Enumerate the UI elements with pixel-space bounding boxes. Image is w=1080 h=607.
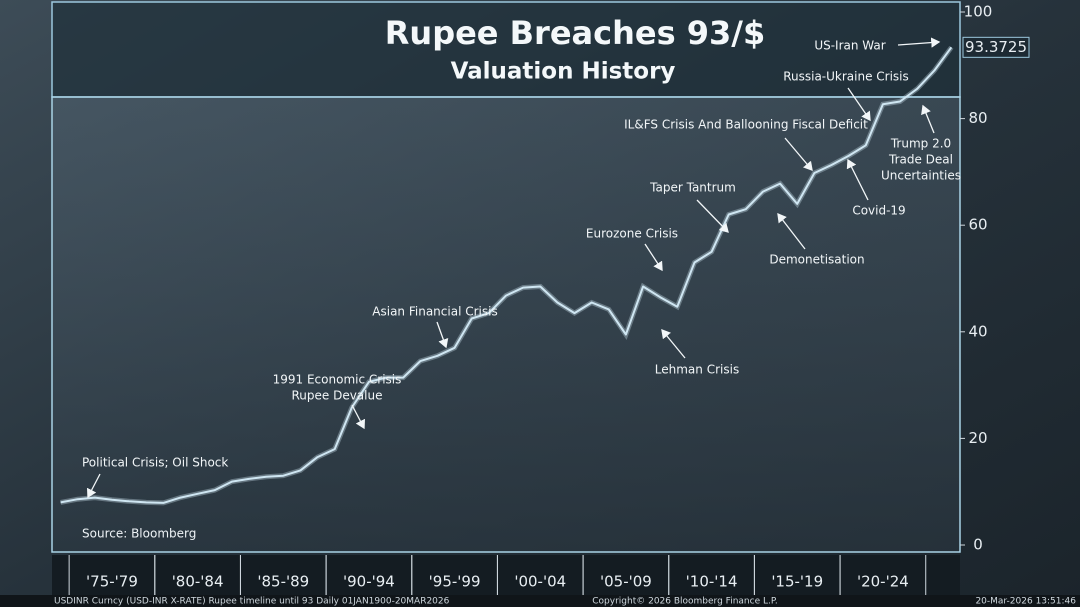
chart-title: Rupee Breaches 93/$ (385, 14, 765, 52)
footer-center: Copyright© 2026 Bloomberg Finance L.P. (592, 597, 777, 607)
annotation-arrow (784, 137, 813, 171)
x-tick-label: '20-'24 (857, 573, 909, 591)
annotation-arrow (921, 104, 935, 134)
y-tick-label: 80 (968, 109, 987, 127)
y-tick-label: 60 (968, 216, 987, 234)
annotation-arrow (846, 158, 869, 201)
annotation: Covid-19 (852, 204, 905, 218)
footer-strip (0, 595, 1080, 607)
chart-subtitle: Valuation History (451, 59, 676, 85)
line (60, 46, 953, 504)
title-panel (51, 1, 961, 98)
y-tick-label: 40 (968, 322, 987, 340)
annotation-arrow (644, 243, 663, 272)
annotation: US-Iran War (814, 39, 885, 53)
x-tick-label: '00-'04 (514, 573, 566, 591)
x-axis-strip (52, 555, 960, 595)
x-tick-label: '05-'09 (600, 573, 652, 591)
annotation: Trade Deal (888, 153, 953, 167)
annotation: IL&FS Crisis And Ballooning Fiscal Defic… (624, 118, 868, 132)
annotation: Demonetisation (769, 253, 864, 267)
footer-right: 20-Mar-2026 13:51:46 (975, 597, 1076, 607)
annotation: Russia-Ukraine Crisis (783, 70, 909, 84)
last-value-box (962, 36, 1030, 58)
annotation: Taper Tantrum (649, 181, 736, 195)
annotation: Asian Financial Crisis (372, 305, 497, 319)
y-tick-label: 20 (968, 429, 987, 447)
last-value-label: 93.3725 (965, 38, 1027, 56)
plot-panel (51, 96, 961, 553)
x-tick-label: '10-'14 (686, 573, 738, 591)
x-tick-label: '15-'19 (771, 573, 823, 591)
annotation-arrow (777, 212, 806, 250)
y-tick-label: 0 (973, 536, 983, 554)
annotation: Uncertainties (881, 169, 961, 183)
annotation-arrow (897, 37, 941, 48)
y-tick-label: 100 (964, 3, 993, 21)
annotation-arrow (847, 87, 871, 122)
x-tick-label: '90-'94 (343, 573, 395, 591)
source: Source: Bloomberg (82, 527, 196, 541)
x-tick-label: '80-'84 (172, 573, 224, 591)
annotation: Political Crisis; Oil Shock (82, 456, 228, 470)
x-tick-label: '85-'89 (257, 573, 309, 591)
annotation-arrow (661, 328, 686, 359)
footer-left: USDINR Curncy (USD-INR X-RATE) Rupee tim… (54, 597, 450, 607)
annotation: Rupee Devalue (291, 389, 382, 403)
x-tick-label: '75-'79 (86, 573, 138, 591)
annotation: Eurozone Crisis (586, 227, 678, 241)
annotation: 1991 Economic Crisis (273, 373, 402, 387)
annotation-arrow (436, 321, 449, 349)
x-tick-label: '95-'99 (429, 573, 481, 591)
annotation-arrow (696, 199, 729, 233)
annotation: Lehman Crisis (655, 363, 739, 377)
annotation-arrow (86, 473, 101, 499)
annotation-arrow (351, 404, 366, 430)
annotation: Trump 2.0 (890, 137, 951, 151)
